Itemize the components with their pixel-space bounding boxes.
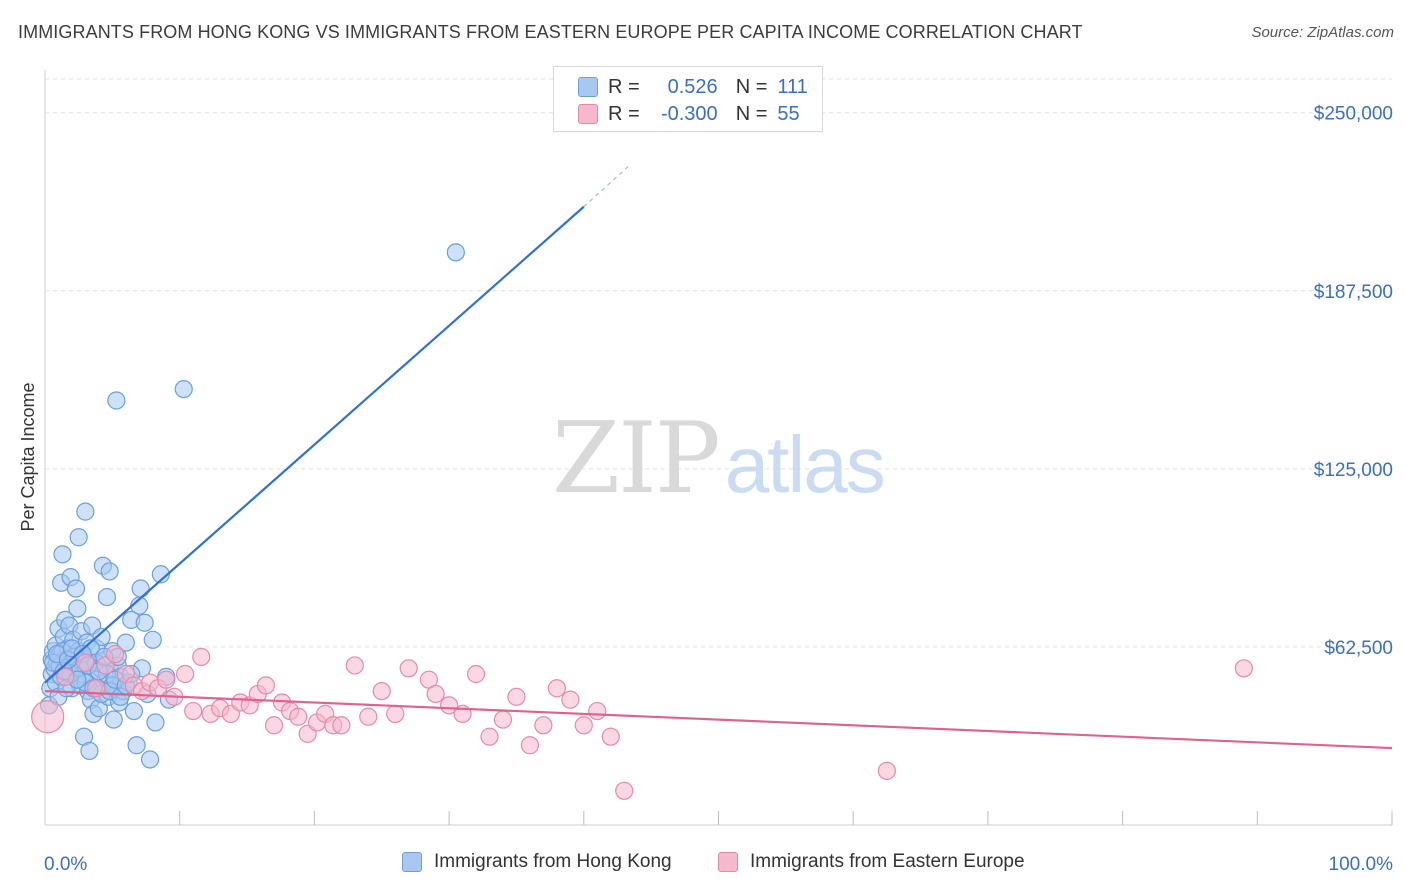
eastern-europe-point: [56, 667, 75, 686]
y-tick-label: $250,000: [1314, 104, 1393, 125]
eastern-europe-point: [372, 681, 391, 701]
eastern-europe-point: [386, 704, 405, 723]
hong-kong-point: [127, 736, 146, 755]
hong-kong-point: [68, 599, 87, 618]
watermark: ZIPatlas: [552, 402, 886, 516]
eastern-europe-point: [105, 644, 125, 664]
eastern-europe-point: [184, 701, 203, 721]
eastern-europe-point: [534, 716, 553, 735]
eastern-europe-point: [76, 653, 95, 672]
hong-kong-trend-extension: [583, 163, 632, 208]
eastern-europe-point: [264, 716, 284, 735]
eastern-europe-point: [345, 656, 364, 675]
eastern-europe-point: [440, 696, 459, 715]
x-tick-label: 0.0%: [44, 854, 87, 875]
eastern-europe-point: [289, 707, 308, 726]
hong-kong-swatch: [578, 77, 598, 97]
eastern-europe-point: [332, 716, 351, 735]
hong-kong-point: [143, 630, 162, 649]
r-value: 0.526: [667, 75, 718, 98]
eastern-europe-point: [601, 727, 620, 746]
y-axis-label: Per Capita Income: [18, 382, 38, 531]
legend-item-hong-kong[interactable]: Immigrants from Hong Kong: [402, 851, 672, 873]
eastern-europe-point: [175, 664, 195, 684]
legend-label: Immigrants from Hong Kong: [434, 851, 672, 872]
eastern-europe-point: [520, 736, 540, 755]
y-tick-label: $125,000: [1314, 460, 1393, 481]
eastern-europe-point: [588, 701, 607, 721]
eastern-europe-point: [256, 676, 276, 695]
eastern-europe-point: [493, 710, 513, 729]
hong-kong-point: [146, 713, 165, 732]
hong-kong-trend-line: [44, 205, 585, 684]
hong-kong-point: [135, 613, 154, 632]
hong-kong-point: [151, 565, 170, 584]
eastern-europe-point: [157, 670, 176, 689]
y-tick-label: $62,500: [1324, 638, 1393, 659]
hong-kong-point: [92, 627, 111, 647]
series-legend: Immigrants from Hong Kong Immigrants fro…: [0, 851, 1406, 877]
hong-kong-point: [131, 579, 150, 598]
n-label: N =: [735, 75, 768, 98]
hong-kong-point: [76, 502, 95, 521]
eastern-europe-point: [615, 781, 634, 800]
r-label: R =: [608, 75, 640, 98]
chart-source: Source: ZipAtlas.com: [1251, 24, 1394, 41]
eastern-europe-point: [480, 727, 499, 746]
eastern-europe-point: [31, 700, 65, 734]
legend-item-eastern-europe[interactable]: Immigrants from Eastern Europe: [718, 851, 1025, 873]
eastern-europe-point: [399, 659, 418, 678]
watermark-zip: ZIP: [552, 402, 721, 516]
eastern-europe-point: [507, 687, 526, 706]
eastern-europe-swatch: [578, 104, 598, 124]
hong-kong-point: [107, 391, 126, 410]
hong-kong-point: [53, 545, 72, 564]
n-value: 55: [777, 102, 800, 125]
n-label: N =: [735, 102, 768, 125]
hong-kong-point: [100, 562, 119, 581]
eastern-europe-point: [1234, 659, 1253, 678]
hong-kong-point: [446, 243, 465, 262]
hong-kong-point: [104, 710, 123, 729]
hong-kong-point: [174, 379, 193, 399]
hong-kong-point: [97, 587, 117, 607]
eastern-europe-point: [192, 647, 211, 667]
hong-kong-point: [140, 750, 160, 769]
eastern-europe-point: [359, 707, 378, 726]
r-value: -0.300: [660, 102, 718, 125]
eastern-europe-point: [574, 716, 593, 735]
eastern-europe-point: [547, 679, 566, 698]
chart-title: IMMIGRANTS FROM HONG KONG VS IMMIGRANTS …: [18, 22, 1083, 42]
eastern-europe-point: [561, 690, 580, 709]
watermark-atlas: atlas: [724, 420, 886, 509]
y-tick-label: $187,500: [1314, 282, 1393, 303]
hong-kong-point: [69, 528, 88, 547]
hong-kong-point: [66, 579, 86, 598]
x-tick-label: 100.0%: [1329, 854, 1394, 875]
r-label: R =: [608, 102, 640, 125]
stats-legend-row-hong-kong: R = 0.526 N = 111: [578, 74, 808, 100]
eastern-europe-trend-line: [44, 689, 1393, 750]
legend-label: Immigrants from Eastern Europe: [750, 851, 1025, 872]
eastern-europe-legend-swatch: [718, 852, 738, 872]
n-value: 111: [777, 75, 808, 98]
eastern-europe-point: [426, 684, 445, 704]
stats-legend: R = 0.526 N = 111 R = -0.300 N = 55: [553, 66, 823, 132]
hong-kong-point: [124, 701, 144, 721]
eastern-europe-point: [877, 761, 896, 780]
eastern-europe-point: [466, 664, 486, 684]
hong-kong-point: [116, 633, 135, 652]
hong-kong-point: [80, 741, 99, 761]
stats-legend-row-eastern-europe: R = -0.300 N = 55: [578, 101, 800, 127]
hong-kong-legend-swatch: [402, 852, 422, 872]
